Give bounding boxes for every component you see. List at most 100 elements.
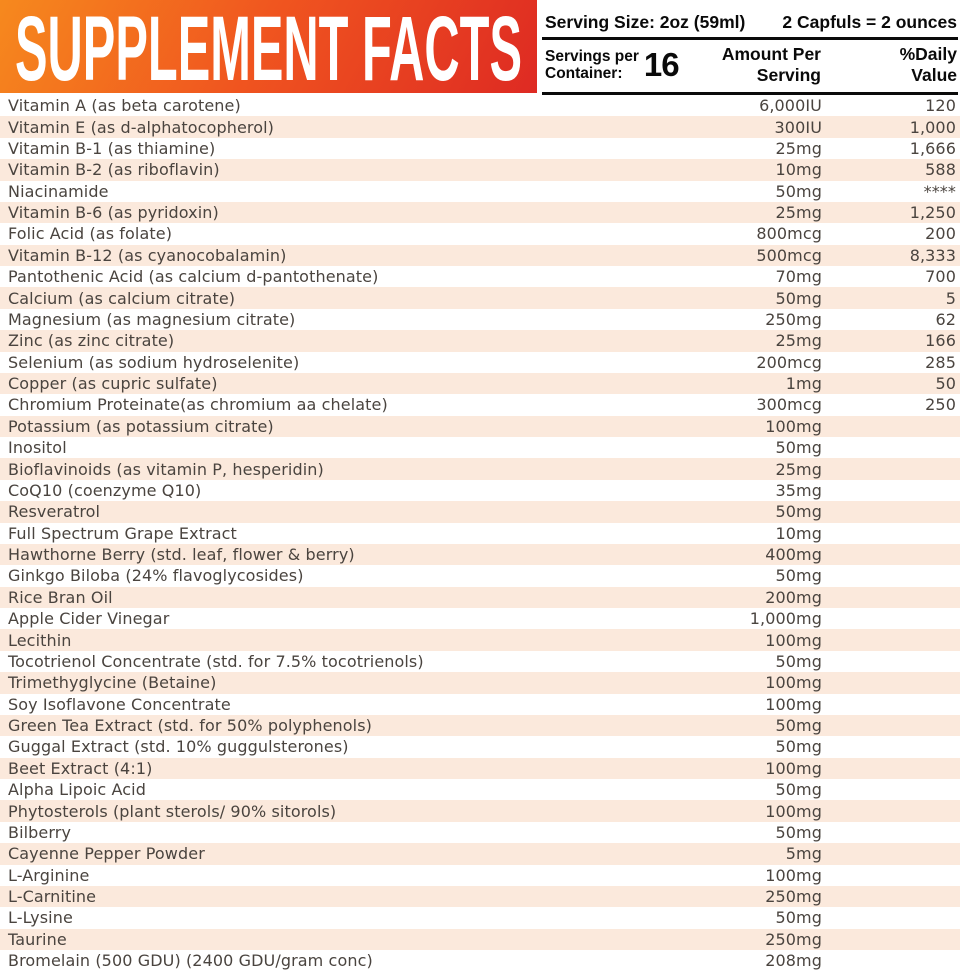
nutrient-amount: 1mg bbox=[785, 374, 822, 394]
table-row: Tocotrienol Concentrate (std. for 7.5% t… bbox=[0, 651, 960, 672]
table-row: Cayenne Pepper Powder 5mg bbox=[0, 843, 960, 865]
table-row: Beet Extract (4:1) 100mg bbox=[0, 757, 960, 779]
nutrient-name: L-Lysine bbox=[8, 908, 73, 928]
nutrient-name: Ginkgo Biloba (24% flavoglycosides) bbox=[8, 566, 304, 586]
nutrient-amount: 200mcg bbox=[756, 352, 822, 372]
nutrient-name: Full Spectrum Grape Extract bbox=[8, 523, 237, 543]
nutrient-name: Beet Extract (4:1) bbox=[8, 758, 153, 778]
nutrient-amount: 50mg bbox=[775, 651, 822, 671]
amount-per-serving-header: Amount Per Serving bbox=[721, 44, 821, 85]
supplement-facts-banner: SUPPLEMENT FACTS bbox=[0, 0, 537, 93]
nutrient-dv: 588 bbox=[925, 160, 956, 180]
table-row: L-Carnitine 250mg bbox=[0, 885, 960, 908]
table-row: Full Spectrum Grape Extract 10mg bbox=[0, 523, 960, 544]
serving-info-header: Serving Size: 2oz (59ml) 2 Capfuls = 2 o… bbox=[542, 0, 958, 95]
nutrient-name: Hawthorne Berry (std. leaf, flower & ber… bbox=[8, 545, 355, 565]
banner-title-svg: SUPPLEMENT FACTS bbox=[15, 0, 522, 93]
percent-daily-value-header: %Daily Value bbox=[899, 44, 957, 85]
table-row: Vitamin A (as beta carotene) 6,000IU 120 bbox=[0, 95, 960, 116]
nutrient-amount: 50mg bbox=[775, 181, 822, 201]
nutrient-amount: 50mg bbox=[775, 566, 822, 586]
table-row: Rice Bran Oil 200mg bbox=[0, 586, 960, 608]
table-row: Vitamin E (as d-alphatocopherol) 300IU 1… bbox=[0, 116, 960, 138]
table-row: Vitamin B-6 (as pyridoxin) 25mg 1,250 bbox=[0, 201, 960, 224]
nutrient-dv: 5 bbox=[945, 288, 956, 308]
table-row: Bromelain (500 GDU) (2400 GDU/gram conc)… bbox=[0, 950, 960, 971]
table-row: L-Arginine 100mg bbox=[0, 865, 960, 886]
table-row: Green Tea Extract (std. for 50% polyphen… bbox=[0, 714, 960, 737]
nutrient-name: Selenium (as sodium hydroselenite) bbox=[8, 352, 300, 372]
nutrient-amount: 500mcg bbox=[756, 245, 822, 265]
nutrient-name: Trimethyglycine (Betaine) bbox=[8, 673, 217, 693]
nutrient-amount: 200mg bbox=[765, 587, 822, 607]
nutrient-amount: 250mg bbox=[765, 887, 822, 907]
nutrient-name: Alpha Lipoic Acid bbox=[8, 780, 146, 800]
nutrient-amount: 300mcg bbox=[756, 395, 822, 415]
nutrient-name: Vitamin B-12 (as cyanocobalamin) bbox=[8, 245, 287, 265]
nutrient-name: Niacinamide bbox=[8, 181, 109, 201]
table-row: Magnesium (as magnesium citrate) 250mg 6… bbox=[0, 309, 960, 330]
facts-table: Vitamin A (as beta carotene) 6,000IU 120… bbox=[0, 95, 960, 971]
table-row: CoQ10 (coenzyme Q10) 35mg bbox=[0, 480, 960, 501]
nutrient-amount: 100mg bbox=[765, 694, 822, 714]
table-row: Chromium Proteinate(as chromium aa chela… bbox=[0, 394, 960, 415]
table-row: Folic Acid (as folate) 800mcg 200 bbox=[0, 223, 960, 244]
nutrient-name: Tocotrienol Concentrate (std. for 7.5% t… bbox=[8, 651, 424, 671]
nutrient-name: Bromelain (500 GDU) (2400 GDU/gram conc) bbox=[8, 951, 373, 971]
nutrient-amount: 100mg bbox=[765, 801, 822, 821]
table-row: Pantothenic Acid (as calcium d-pantothen… bbox=[0, 266, 960, 287]
nutrient-name: L-Carnitine bbox=[8, 887, 97, 907]
nutrient-name: Cayenne Pepper Powder bbox=[8, 844, 205, 864]
nutrient-amount: 250mg bbox=[765, 929, 822, 949]
table-row: Apple Cider Vinegar 1,000mg bbox=[0, 608, 960, 629]
nutrient-name: Folic Acid (as folate) bbox=[8, 224, 173, 244]
nutrient-name: Soy Isoflavone Concentrate bbox=[8, 694, 231, 714]
column-headers-row: Servings per Container: 16 Amount Per Se… bbox=[542, 40, 958, 90]
nutrient-name: Guggal Extract (std. 10% guggulsterones) bbox=[8, 737, 349, 757]
nutrient-name: Green Tea Extract (std. for 50% polyphen… bbox=[8, 716, 372, 736]
nutrient-dv: 62 bbox=[935, 309, 956, 329]
table-row: Trimethyglycine (Betaine) 100mg bbox=[0, 672, 960, 694]
nutrient-amount: 50mg bbox=[775, 502, 822, 522]
nutrient-amount: 25mg bbox=[775, 138, 822, 158]
nutrient-amount: 1,000mg bbox=[749, 609, 822, 629]
table-row: Soy Isoflavone Concentrate 100mg bbox=[0, 694, 960, 715]
nutrient-dv: 200 bbox=[925, 224, 956, 244]
nutrient-amount: 100mg bbox=[765, 416, 822, 436]
nutrient-dv: 1,666 bbox=[909, 138, 956, 158]
nutrient-name: Inositol bbox=[8, 438, 67, 458]
nutrient-amount: 50mg bbox=[775, 822, 822, 842]
nutrient-dv: 1,000 bbox=[909, 117, 956, 137]
nutrient-name: Zinc (as zinc citrate) bbox=[8, 331, 175, 351]
table-row: Resveratrol 50mg bbox=[0, 501, 960, 523]
nutrient-amount: 5mg bbox=[785, 844, 822, 864]
table-row: Taurine 250mg bbox=[0, 928, 960, 950]
nutrient-dv: 1,250 bbox=[909, 203, 956, 223]
nutrient-dv: 166 bbox=[925, 331, 956, 351]
nutrient-amount: 6,000IU bbox=[759, 96, 822, 116]
nutrient-amount: 50mg bbox=[775, 438, 822, 458]
header-divider-bottom bbox=[542, 92, 958, 95]
nutrient-amount: 100mg bbox=[765, 630, 822, 650]
table-row: Phytosterols (plant sterols/ 90% sitorol… bbox=[0, 800, 960, 822]
capfuls-equivalence: 2 Capfuls = 2 ounces bbox=[782, 12, 957, 32]
servings-per-container-label: Servings per Container: bbox=[545, 48, 639, 82]
nutrient-amount: 300IU bbox=[774, 117, 822, 137]
table-row: Alpha Lipoic Acid 50mg bbox=[0, 779, 960, 800]
nutrient-name: Pantothenic Acid (as calcium d-pantothen… bbox=[8, 267, 379, 287]
table-row: Calcium (as calcium citrate) 50mg 5 bbox=[0, 287, 960, 309]
table-row: Vitamin B-12 (as cyanocobalamin) 500mcg … bbox=[0, 244, 960, 266]
nutrient-amount: 50mg bbox=[775, 908, 822, 928]
nutrient-name: Potassium (as potassium citrate) bbox=[8, 416, 274, 436]
nutrient-amount: 800mcg bbox=[756, 224, 822, 244]
nutrient-amount: 208mg bbox=[765, 951, 822, 971]
nutrient-name: Bilberry bbox=[8, 822, 72, 842]
nutrient-dv: 120 bbox=[925, 96, 956, 116]
banner-title: SUPPLEMENT FACTS bbox=[15, 0, 522, 93]
nutrient-name: L-Arginine bbox=[8, 865, 90, 885]
nutrient-amount: 50mg bbox=[775, 288, 822, 308]
table-row: Ginkgo Biloba (24% flavoglycosides) 50mg bbox=[0, 565, 960, 586]
table-row: Zinc (as zinc citrate) 25mg 166 bbox=[0, 330, 960, 352]
nutrient-amount: 25mg bbox=[775, 203, 822, 223]
